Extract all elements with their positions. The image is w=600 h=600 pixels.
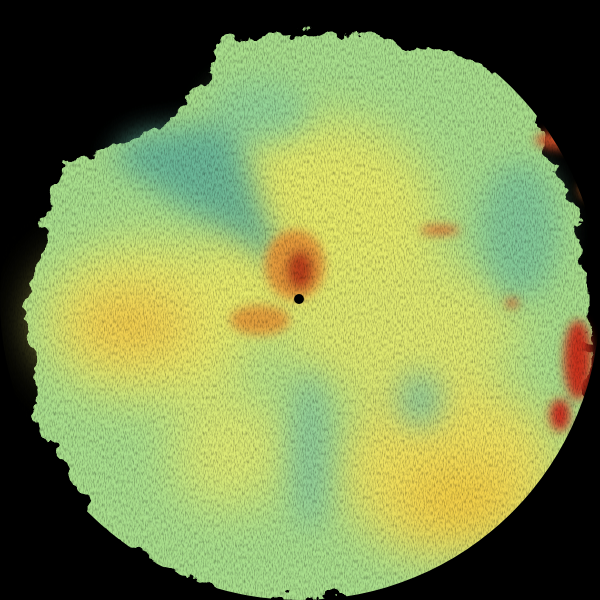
page — [0, 0, 600, 600]
speckle-texture — [0, 0, 600, 600]
echo-field — [0, 0, 600, 600]
radar-image — [0, 0, 600, 600]
